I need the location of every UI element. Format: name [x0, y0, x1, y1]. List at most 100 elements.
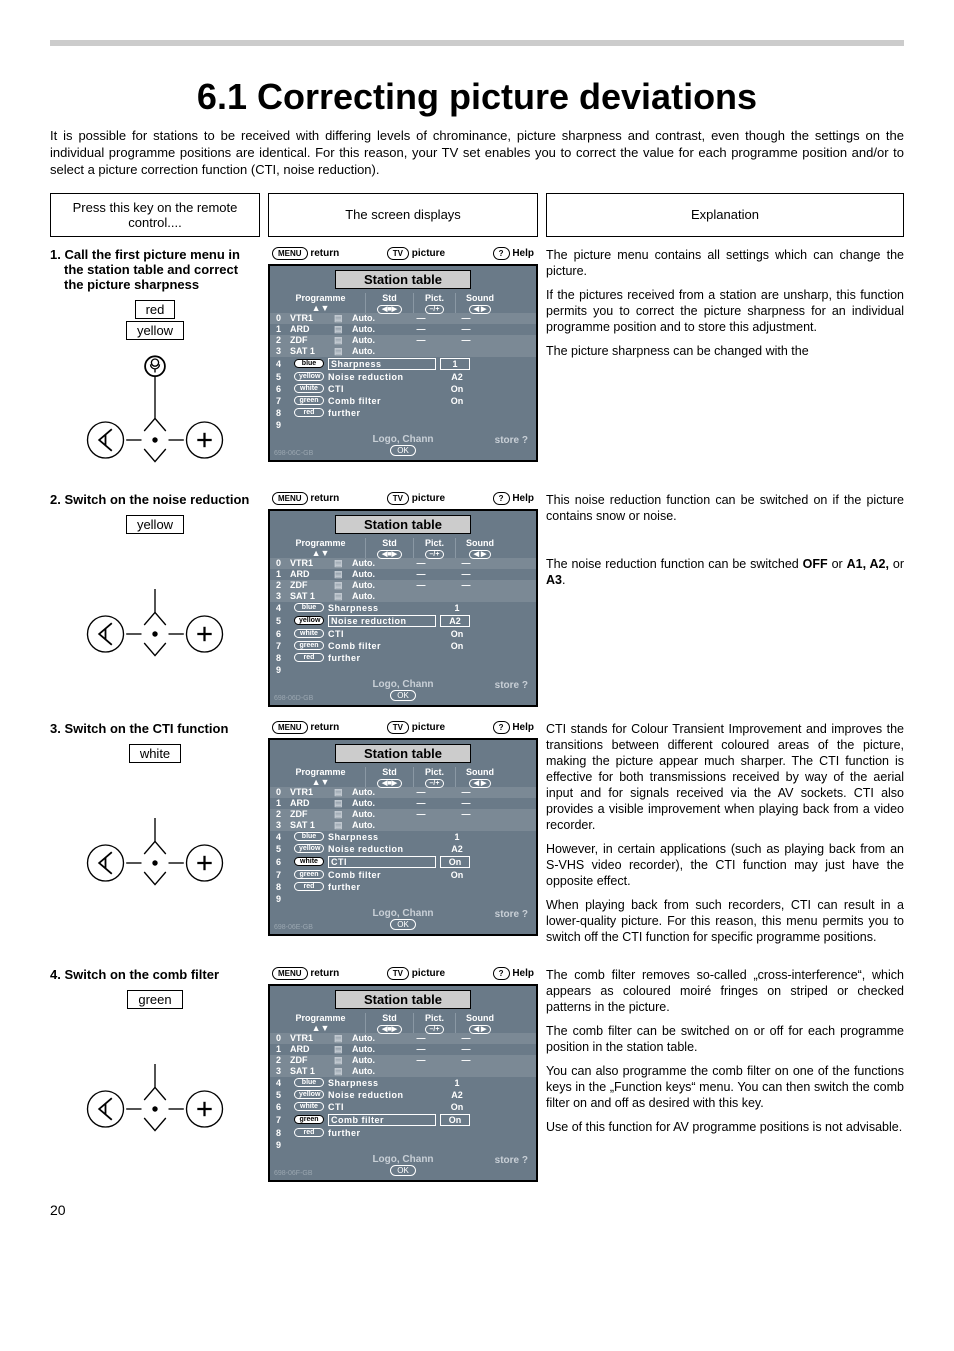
- header-screen: The screen displays: [268, 193, 538, 237]
- page-title: 6.1 Correcting picture deviations: [50, 76, 904, 118]
- func-row-sharpness: 4 blue Sharpness 1: [270, 831, 536, 843]
- osd-header-row: Programme▲▼ Std◀■▶ Pict.–/+ Sound◀ ▶: [270, 291, 536, 313]
- step-row-4: 4. Switch on the comb filter green MENU …: [50, 967, 904, 1182]
- chip-white: white: [294, 629, 324, 638]
- station-row: 1ARD▤ Auto.——: [270, 798, 536, 809]
- func-row-further: 8 red further: [270, 881, 536, 893]
- osd-store: store ?: [495, 680, 528, 691]
- osd-footer-code: 698-06C-GB: [274, 450, 313, 457]
- station-row: 3SAT 1▤ Auto.: [270, 591, 536, 602]
- remote-diagram: yellow: [50, 515, 260, 672]
- color-label-yellow: yellow: [126, 321, 184, 340]
- osd-logo-text: Logo, Chann: [372, 679, 433, 690]
- chip-white: white: [294, 1102, 324, 1111]
- osd-logo-text: Logo, Chann: [372, 1154, 433, 1165]
- station-row: 1ARD▤ Auto.——: [270, 1044, 536, 1055]
- osd-logo-text: Logo, Chann: [372, 434, 433, 445]
- screen-display-1: MENU return TV picture ? Help Station ta…: [268, 247, 538, 478]
- station-row: 3SAT 1▤ Auto.: [270, 820, 536, 831]
- explanation-paragraph: This noise reduction function can be swi…: [546, 492, 904, 524]
- step-row-3: 3. Switch on the CTI function white MENU…: [50, 721, 904, 953]
- func-row-further: 8 red further: [270, 1127, 536, 1139]
- func-row-comb: 7 green Comb filter On: [270, 640, 536, 652]
- osd-logo-text: Logo, Chann: [372, 908, 433, 919]
- chip-yellow: yellow: [294, 844, 324, 853]
- station-row: 0VTR1▤ Auto.——: [270, 558, 536, 569]
- color-label-white: white: [129, 744, 181, 763]
- explanation-paragraph: If the pictures received from a station …: [546, 287, 904, 335]
- step-row-2: 2. Switch on the noise reduction yellow …: [50, 492, 904, 707]
- chip-white: white: [294, 384, 324, 393]
- chip-yellow: yellow: [294, 372, 324, 381]
- explanation-paragraph: You can also programme the comb filter o…: [546, 1063, 904, 1111]
- explanation-col-3: CTI stands for Colour Transient Improvem…: [546, 721, 904, 953]
- func-row-further: 8 red further: [270, 652, 536, 664]
- func-row-extra: 9: [270, 1139, 536, 1151]
- remote-diagram: green: [50, 990, 260, 1147]
- help-chip: ?: [493, 967, 510, 980]
- osd-title: Station table: [335, 990, 471, 1009]
- osd-header-row: Programme▲▼ Std◀■▶ Pict.–/+ Sound◀ ▶: [270, 1011, 536, 1033]
- explanation-paragraph: The picture menu contains all settings w…: [546, 247, 904, 279]
- chip-red: red: [294, 1128, 324, 1137]
- menu-chip: MENU: [272, 492, 308, 505]
- tv-chip: TV: [387, 247, 409, 260]
- step-title-1: 1. Call the first picture menu in the st…: [64, 247, 260, 292]
- chip-red: red: [294, 882, 324, 891]
- station-row: 2ZDF▤ Auto.——: [270, 809, 536, 820]
- chip-blue: blue: [294, 359, 324, 368]
- osd-header-row: Programme▲▼ Std◀■▶ Pict.–/+ Sound◀ ▶: [270, 536, 536, 558]
- menu-chip: MENU: [272, 721, 308, 734]
- explanation-paragraph: The comb filter can be switched on or of…: [546, 1023, 904, 1055]
- step-title-2: 2. Switch on the noise reduction: [64, 492, 260, 507]
- color-label-green: green: [127, 990, 182, 1009]
- explanation-col-4: The comb filter removes so-called „cross…: [546, 967, 904, 1182]
- explanation-paragraph: When playing back from such recorders, C…: [546, 897, 904, 945]
- osd-footer-code: 698-06D-GB: [274, 695, 313, 702]
- screen-display-3: MENU return TV picture ? Help Station ta…: [268, 721, 538, 953]
- screen-display-4: MENU return TV picture ? Help Station ta…: [268, 967, 538, 1182]
- func-row-cti: 6 white CTI On: [270, 855, 536, 869]
- osd-top-bar: MENU return TV picture ? Help: [268, 967, 538, 980]
- osd-panel: Station table Programme▲▼ Std◀■▶ Pict.–/…: [268, 984, 538, 1182]
- func-row-cti: 6 white CTI On: [270, 628, 536, 640]
- func-row-comb: 7 green Comb filter On: [270, 1113, 536, 1127]
- osd-panel: Station table Programme▲▼ Std◀■▶ Pict.–/…: [268, 738, 538, 936]
- osd-panel: Station table Programme▲▼ Std◀■▶ Pict.–/…: [268, 509, 538, 707]
- osd-store: store ?: [495, 909, 528, 920]
- tv-chip: TV: [387, 721, 409, 734]
- chip-blue: blue: [294, 832, 324, 841]
- func-row-comb: 7 green Comb filter On: [270, 395, 536, 407]
- menu-chip: MENU: [272, 247, 308, 260]
- page-number: 20: [50, 1202, 904, 1218]
- func-row-noise: 5 yellow Noise reduction A2: [270, 614, 536, 628]
- color-label-yellow: yellow: [126, 515, 184, 534]
- station-row: 2ZDF▤ Auto.——: [270, 335, 536, 346]
- chip-red: red: [294, 653, 324, 662]
- osd-header-row: Programme▲▼ Std◀■▶ Pict.–/+ Sound◀ ▶: [270, 765, 536, 787]
- step-title-3: 3. Switch on the CTI function: [64, 721, 260, 736]
- osd-title: Station table: [335, 744, 471, 763]
- osd-footer-code: 698-06F-GB: [274, 1170, 313, 1177]
- station-row: 0VTR1▤ Auto.——: [270, 1033, 536, 1044]
- ok-chip: OK: [390, 690, 416, 701]
- ok-chip: OK: [390, 919, 416, 930]
- func-row-cti: 6 white CTI On: [270, 1101, 536, 1113]
- menu-chip: MENU: [272, 967, 308, 980]
- help-chip: ?: [493, 721, 510, 734]
- func-row-further: 8 red further: [270, 407, 536, 419]
- func-row-extra: 9: [270, 893, 536, 905]
- chip-green: green: [294, 870, 324, 879]
- station-row: 0VTR1▤ Auto.——: [270, 787, 536, 798]
- osd-top-bar: MENU return TV picture ? Help: [268, 247, 538, 260]
- step-title-4: 4. Switch on the comb filter: [64, 967, 260, 982]
- ok-chip: OK: [390, 445, 416, 456]
- station-row: 3SAT 1▤ Auto.: [270, 346, 536, 357]
- column-header-row: Press this key on the remote control....…: [50, 193, 904, 237]
- station-row: 2ZDF▤ Auto.——: [270, 580, 536, 591]
- color-label-red: red: [135, 300, 176, 319]
- func-row-cti: 6 white CTI On: [270, 383, 536, 395]
- func-row-sharpness: 4 blue Sharpness 1: [270, 1077, 536, 1089]
- chip-yellow: yellow: [294, 616, 324, 625]
- chip-red: red: [294, 408, 324, 417]
